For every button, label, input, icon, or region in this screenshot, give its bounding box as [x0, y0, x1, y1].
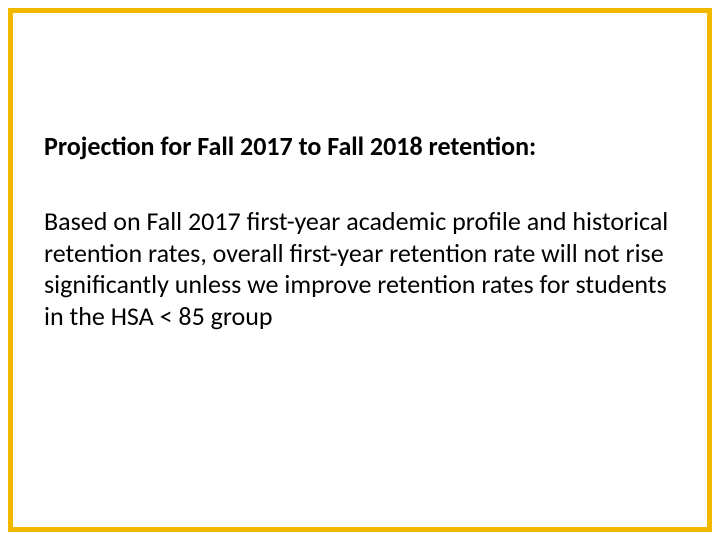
- slide-content: Projection for Fall 2017 to Fall 2018 re…: [44, 130, 676, 333]
- slide-body-text: Based on Fall 2017 first-year academic p…: [44, 206, 676, 333]
- slide-heading: Projection for Fall 2017 to Fall 2018 re…: [44, 130, 676, 162]
- slide-container: Projection for Fall 2017 to Fall 2018 re…: [0, 0, 720, 540]
